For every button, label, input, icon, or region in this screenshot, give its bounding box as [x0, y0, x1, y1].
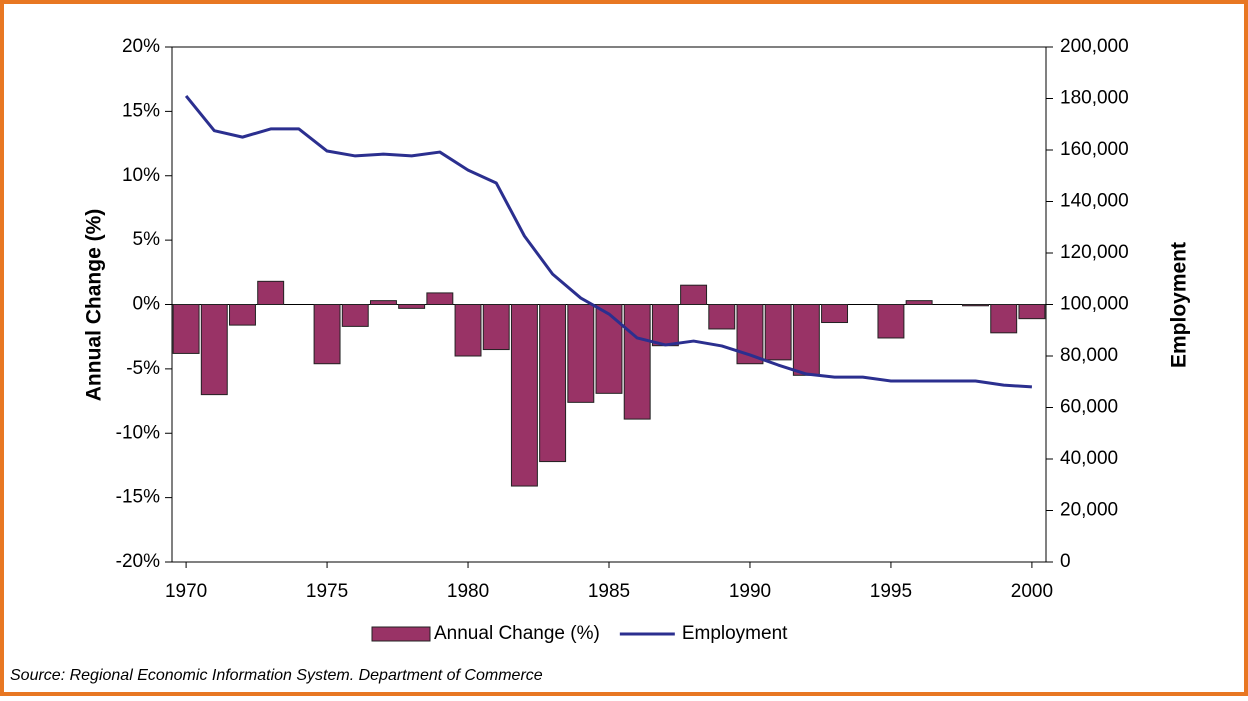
employment-line: [184, 94, 1032, 389]
bar: [623, 304, 651, 420]
bar: [990, 304, 1018, 334]
x-tick-label: 1990: [729, 581, 771, 602]
y2-tick-label: 140,000: [1060, 191, 1129, 212]
y2-tick-label: 200,000: [1060, 36, 1129, 57]
y2-tick-label: 40,000: [1060, 448, 1118, 469]
bar: [454, 304, 482, 357]
bar: [341, 304, 369, 327]
bar: [651, 304, 679, 347]
bar: [257, 280, 285, 306]
bar: [821, 304, 849, 324]
bar: [229, 304, 256, 326]
bar: [172, 304, 200, 354]
bar: [1018, 304, 1046, 320]
legend-label: Annual Change (%): [434, 623, 600, 644]
y-tick-label: -5%: [126, 358, 160, 379]
x-tick-label: 1985: [588, 581, 630, 602]
x-tick-label: 2000: [1011, 581, 1053, 602]
y-tick-label: 10%: [122, 165, 160, 186]
y2-tick-label: 100,000: [1060, 294, 1129, 315]
bar: [426, 292, 454, 306]
y2-tick-label: 160,000: [1060, 139, 1129, 160]
legend-label: Employment: [682, 623, 788, 644]
y-tick-label: -20%: [116, 551, 160, 572]
y-tick-label: -10%: [116, 422, 160, 443]
x-tick-label: 1975: [306, 581, 348, 602]
y2-tick-label: 80,000: [1060, 345, 1118, 366]
y-axis-title: Annual Change (%): [83, 209, 106, 402]
bar: [313, 304, 341, 365]
x-tick-label: 1995: [870, 581, 912, 602]
bar: [369, 300, 397, 306]
bar: [792, 304, 820, 376]
y2-tick-label: 0: [1060, 551, 1071, 572]
y-tick-label: 15%: [122, 100, 160, 121]
bar: [877, 304, 905, 339]
x-tick-label: 1980: [447, 581, 489, 602]
bar: [764, 304, 792, 361]
bar: [595, 304, 623, 394]
legend-swatch: [371, 626, 431, 642]
y-tick-label: -15%: [116, 487, 160, 508]
bar: [510, 304, 538, 487]
bar: [708, 304, 736, 330]
y-tick-label: 5%: [133, 229, 161, 250]
bar: [680, 284, 708, 305]
bar: [567, 304, 595, 403]
y-tick-label: 20%: [122, 36, 160, 57]
bar: [539, 304, 567, 463]
y2-tick-label: 20,000: [1060, 500, 1118, 521]
y-tick-label: 0%: [133, 294, 161, 315]
bar: [962, 304, 989, 307]
y2-tick-label: 60,000: [1060, 397, 1118, 418]
bar: [905, 300, 933, 306]
y2-tick-label: 180,000: [1060, 88, 1129, 109]
bar: [482, 304, 510, 351]
bar: [398, 304, 426, 309]
source-note: Source: Regional Economic Information Sy…: [10, 667, 543, 684]
y2-tick-label: 120,000: [1060, 242, 1129, 263]
x-tick-label: 1970: [165, 581, 207, 602]
bar: [200, 304, 228, 396]
y2-axis-title: Employment: [1168, 242, 1191, 368]
